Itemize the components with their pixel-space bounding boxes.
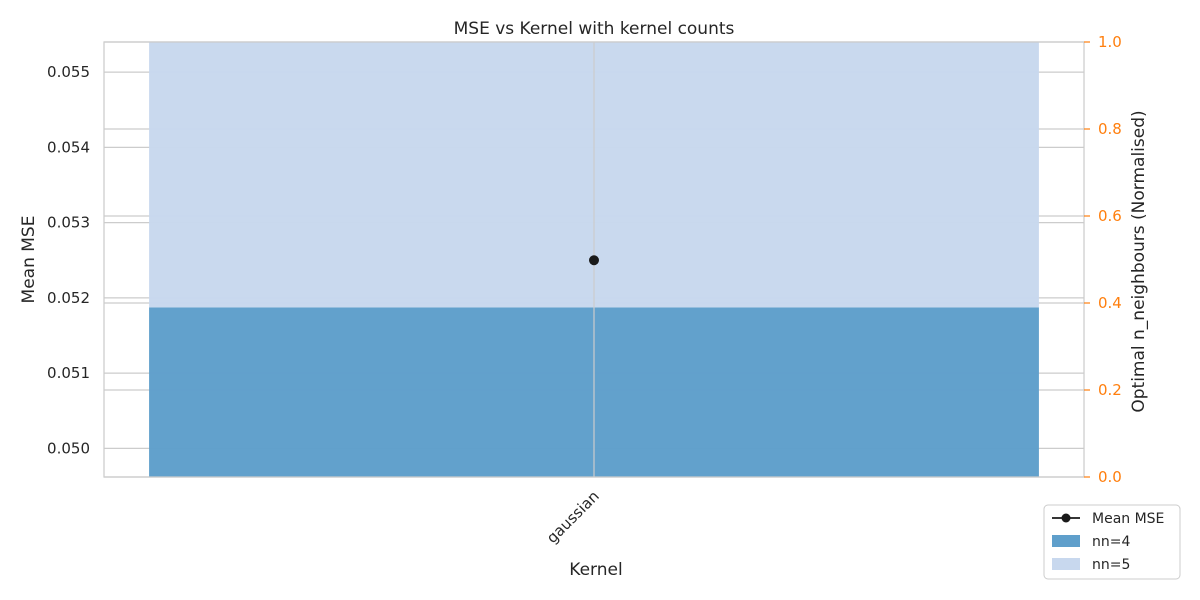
line-layer xyxy=(589,42,599,477)
plot-frame xyxy=(103,41,1085,478)
y2-tick-label: 0.0 xyxy=(1098,468,1122,486)
left-axis-ticks: 0.050 0.051 0.052 0.053 0.054 0.055 xyxy=(47,63,90,457)
legend-swatch xyxy=(1052,535,1080,547)
y2-tick-label: 0.6 xyxy=(1098,207,1122,225)
mean-mse-point xyxy=(589,255,599,266)
x-axis-title: Kernel xyxy=(569,560,622,580)
y-tick-label: 0.050 xyxy=(47,439,90,457)
y-tick-label: 0.054 xyxy=(47,138,90,156)
legend-item: nn=4 xyxy=(1052,534,1130,550)
legend-marker xyxy=(1061,513,1071,523)
legend: Mean MSE nn=4 nn=5 xyxy=(1043,504,1181,580)
y2-tick-label: 0.8 xyxy=(1098,120,1122,138)
y2-tick-label: 1.0 xyxy=(1098,33,1122,51)
chart-title: MSE vs Kernel with kernel counts xyxy=(454,19,735,39)
legend-item: nn=5 xyxy=(1052,557,1130,573)
y-tick-label: 0.053 xyxy=(47,214,90,232)
y-tick-label: 0.051 xyxy=(47,364,90,382)
y-tick-label: 0.055 xyxy=(47,63,90,81)
legend-label: Mean MSE xyxy=(1092,511,1164,527)
y-tick-label: 0.052 xyxy=(47,289,90,307)
y2-axis-title: Optimal n_neighbours (Normalised) xyxy=(1129,110,1149,412)
x-axis-ticks: gaussian xyxy=(543,487,603,547)
legend-item: Mean MSE xyxy=(1052,511,1164,527)
x-tick-label: gaussian xyxy=(543,487,603,547)
legend-label: nn=4 xyxy=(1092,534,1130,550)
y2-tick-label: 0.2 xyxy=(1098,381,1122,399)
y2-tick-label: 0.4 xyxy=(1098,294,1122,312)
y-axis-title: Mean MSE xyxy=(19,216,39,304)
right-axis-ticks: 0.0 0.2 0.4 0.6 0.8 1.0 xyxy=(1084,33,1122,486)
legend-label: nn=5 xyxy=(1092,557,1130,573)
legend-swatch xyxy=(1052,558,1080,570)
